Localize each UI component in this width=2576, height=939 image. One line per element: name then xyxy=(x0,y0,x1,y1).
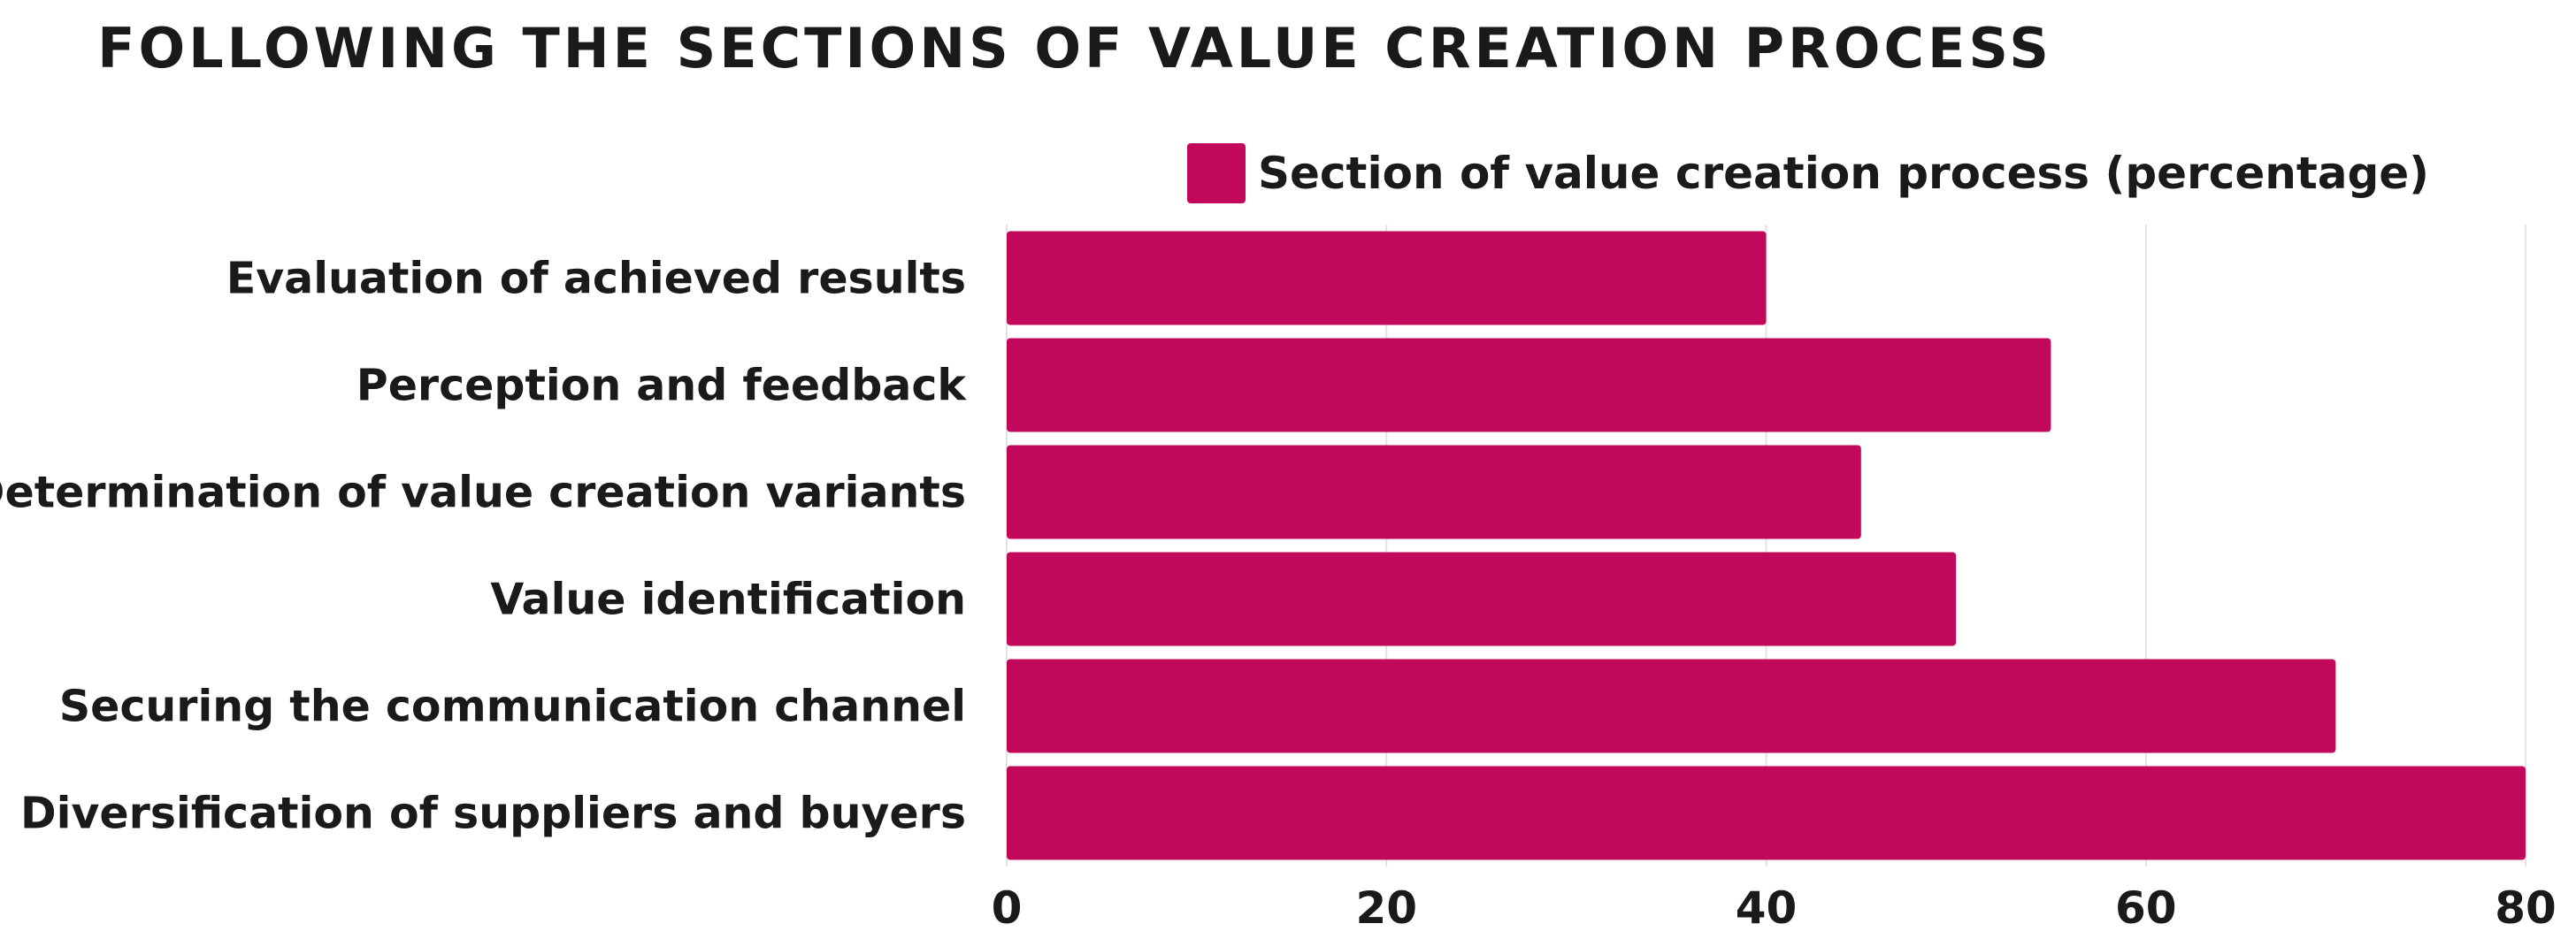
bar-3 xyxy=(1007,552,1957,646)
category-label-1: Perception and feedback xyxy=(356,361,968,411)
x-axis-ticks: 0 20 40 60 80 xyxy=(992,882,2557,934)
bars xyxy=(1007,231,2526,860)
category-label-0: Evaluation of achieved results xyxy=(226,254,966,304)
x-tick-label-1: 20 xyxy=(1355,882,1417,934)
bar-0 xyxy=(1007,231,1767,325)
bar-5 xyxy=(1007,766,2526,860)
bar-4 xyxy=(1007,659,2336,753)
legend: Section of value creation process (perce… xyxy=(1187,141,2429,205)
x-tick-label-2: 40 xyxy=(1736,882,1798,934)
chart-title: FOLLOWING THE SECTIONS OF VALUE CREATION… xyxy=(97,16,2052,80)
category-label-5: Diversification of suppliers and buyers xyxy=(20,789,966,839)
x-tick-label-4: 80 xyxy=(2495,882,2557,934)
bar-1 xyxy=(1007,338,2051,432)
category-label-4: Securing the communication channel xyxy=(59,682,966,732)
category-labels: Evaluation of achieved results Perception… xyxy=(0,254,967,839)
bar-2 xyxy=(1007,445,1861,539)
category-label-3: Value identification xyxy=(490,575,966,625)
category-label-2: Determination of value creation variants xyxy=(0,468,966,518)
grid-lines xyxy=(1006,225,2526,866)
x-tick-label-0: 0 xyxy=(992,882,1023,934)
x-tick-label-3: 60 xyxy=(2115,882,2177,934)
legend-label: Section of value creation process (perce… xyxy=(1258,148,2430,199)
legend-swatch xyxy=(1187,143,1246,203)
